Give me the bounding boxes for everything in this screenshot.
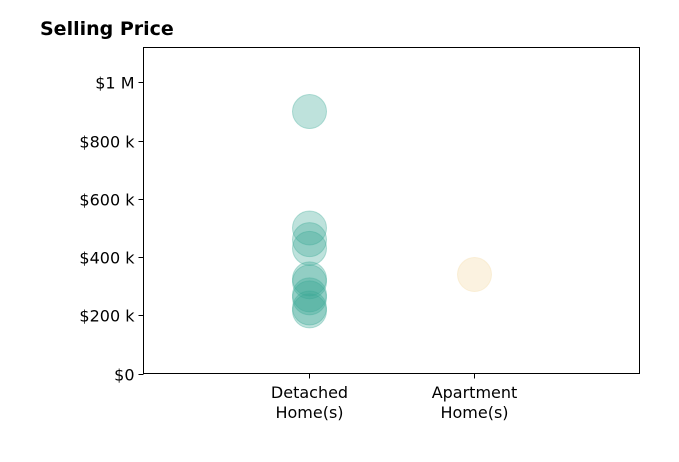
data-point	[292, 222, 327, 258]
y-tick-label: $0	[114, 366, 134, 385]
data-point	[292, 293, 327, 329]
data-point	[292, 210, 327, 246]
data-point	[292, 277, 327, 313]
data-point	[457, 257, 492, 293]
y-tick-label: $200 k	[79, 307, 135, 326]
data-point	[292, 280, 327, 316]
data-point	[292, 94, 327, 130]
y-tick-label: $1 M	[95, 74, 134, 93]
x-tick-label: Home(s)	[440, 403, 508, 422]
data-point	[292, 261, 327, 297]
data-point	[292, 230, 327, 266]
y-tick-label: $400 k	[79, 249, 135, 268]
plot-frame	[143, 47, 640, 374]
y-tick-label: $800 k	[79, 133, 135, 152]
data-point	[292, 290, 327, 326]
x-tick-label: Detached	[271, 383, 348, 402]
data-point	[292, 264, 327, 300]
x-tick-label: Home(s)	[275, 403, 343, 422]
y-tick-label: $600 k	[79, 191, 135, 210]
x-tick-label: Apartment	[432, 383, 518, 402]
points-layer	[292, 94, 492, 329]
y-axis: $0 $200 k $400 k $600 k $800 k $1 M	[79, 74, 144, 385]
chart-title: Selling Price	[40, 18, 174, 40]
